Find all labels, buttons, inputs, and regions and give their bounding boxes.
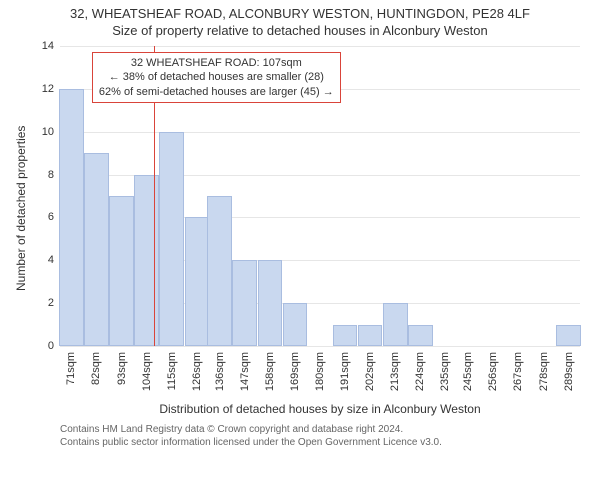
x-tick-label: 104sqm [141, 352, 153, 391]
footer-line2: Contains public sector information licen… [60, 437, 442, 448]
x-tick-label: 278sqm [538, 352, 550, 391]
histogram-bar [556, 325, 581, 346]
annotation-line: 32 WHEATSHEAF ROAD: 107sqm [99, 56, 334, 70]
x-tick-label: 224sqm [414, 352, 426, 391]
x-tick-label: 136sqm [214, 352, 226, 391]
x-tick-label: 147sqm [239, 352, 251, 391]
x-tick-label: 289sqm [563, 352, 575, 391]
x-tick-label: 180sqm [314, 352, 326, 391]
histogram-bar [59, 89, 84, 346]
x-tick-label: 82sqm [90, 352, 102, 385]
x-tick-label: 191sqm [339, 352, 351, 391]
y-tick-label: 14 [24, 40, 54, 52]
grid-line [60, 46, 580, 47]
histogram-bar [408, 325, 433, 346]
chart-container: 32 WHEATSHEAF ROAD: 107sqm← 38% of detac… [0, 38, 600, 448]
histogram-bar [207, 196, 232, 346]
x-tick-label: 202sqm [364, 352, 376, 391]
x-axis-title: Distribution of detached houses by size … [60, 402, 580, 416]
x-tick-label: 71sqm [65, 352, 77, 385]
y-tick-label: 2 [24, 297, 54, 309]
histogram-bar [258, 260, 283, 346]
plot-area: 32 WHEATSHEAF ROAD: 107sqm← 38% of detac… [60, 46, 580, 346]
y-tick-label: 6 [24, 211, 54, 223]
x-tick-label: 126sqm [191, 352, 203, 391]
histogram-bar [283, 303, 308, 346]
annotation-box: 32 WHEATSHEAF ROAD: 107sqm← 38% of detac… [92, 52, 341, 103]
histogram-bar [185, 217, 210, 346]
page-title-line1: 32, WHEATSHEAF ROAD, ALCONBURY WESTON, H… [0, 0, 600, 21]
histogram-bar [232, 260, 257, 346]
grid-line [60, 132, 580, 133]
histogram-bar [134, 175, 159, 346]
histogram-bar [159, 132, 184, 346]
histogram-bar [84, 153, 109, 346]
y-tick-label: 8 [24, 169, 54, 181]
histogram-bar [333, 325, 358, 346]
footer-line1: Contains HM Land Registry data © Crown c… [60, 424, 403, 435]
x-tick-label: 213sqm [389, 352, 401, 391]
y-tick-label: 4 [24, 254, 54, 266]
x-tick-label: 267sqm [512, 352, 524, 391]
histogram-bar [383, 303, 408, 346]
annotation-line: ← 38% of detached houses are smaller (28… [99, 70, 334, 84]
y-tick-label: 12 [24, 83, 54, 95]
page-title-line2: Size of property relative to detached ho… [0, 21, 600, 38]
x-tick-label: 235sqm [439, 352, 451, 391]
histogram-bar [358, 325, 383, 346]
y-tick-label: 10 [24, 126, 54, 138]
annotation-line: 62% of semi-detached houses are larger (… [99, 85, 334, 99]
x-tick-label: 245sqm [462, 352, 474, 391]
x-tick-label: 158sqm [264, 352, 276, 391]
y-tick-label: 0 [24, 340, 54, 352]
grid-line [60, 346, 580, 347]
x-tick-label: 169sqm [289, 352, 301, 391]
x-tick-label: 93sqm [116, 352, 128, 385]
x-tick-label: 115sqm [166, 352, 178, 390]
x-tick-label: 256sqm [487, 352, 499, 391]
histogram-bar [109, 196, 134, 346]
